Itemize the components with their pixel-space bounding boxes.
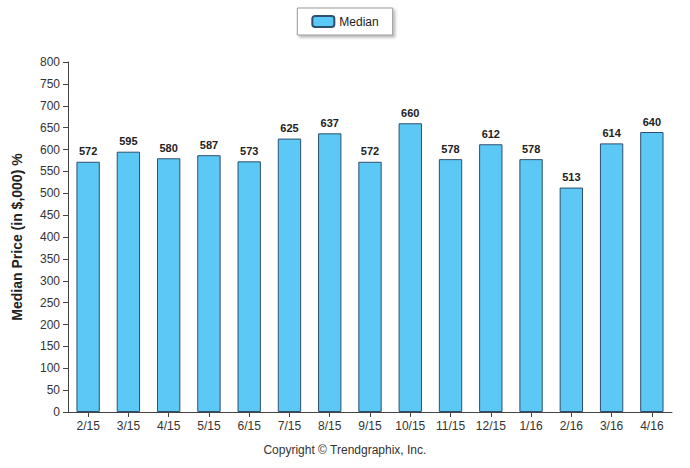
- svg-text:650: 650: [40, 121, 60, 135]
- svg-text:572: 572: [79, 145, 97, 157]
- svg-text:50: 50: [47, 383, 61, 397]
- svg-text:660: 660: [401, 107, 419, 119]
- svg-text:572: 572: [361, 145, 379, 157]
- svg-text:Median: Median: [339, 15, 378, 29]
- svg-text:640: 640: [643, 116, 661, 128]
- svg-text:550: 550: [40, 164, 60, 178]
- svg-text:595: 595: [119, 135, 137, 147]
- svg-text:1/16: 1/16: [519, 419, 543, 433]
- svg-text:7/15: 7/15: [278, 419, 302, 433]
- svg-text:9/15: 9/15: [358, 419, 382, 433]
- svg-text:200: 200: [40, 318, 60, 332]
- svg-text:578: 578: [522, 143, 540, 155]
- svg-text:5/15: 5/15: [197, 419, 221, 433]
- svg-text:10/15: 10/15: [395, 419, 425, 433]
- svg-text:578: 578: [441, 143, 459, 155]
- svg-text:3/16: 3/16: [600, 419, 624, 433]
- svg-text:4/15: 4/15: [157, 419, 181, 433]
- svg-text:400: 400: [40, 230, 60, 244]
- svg-text:2/15: 2/15: [76, 419, 100, 433]
- svg-text:500: 500: [40, 186, 60, 200]
- svg-text:513: 513: [562, 171, 580, 183]
- svg-text:250: 250: [40, 296, 60, 310]
- svg-text:Median Price (in $,000) %: Median Price (in $,000) %: [9, 153, 25, 321]
- svg-text:614: 614: [602, 127, 621, 139]
- svg-text:12/15: 12/15: [476, 419, 506, 433]
- svg-text:637: 637: [321, 117, 339, 129]
- svg-text:4/16: 4/16: [640, 419, 664, 433]
- svg-text:573: 573: [240, 145, 258, 157]
- svg-text:3/15: 3/15: [117, 419, 141, 433]
- svg-text:6/15: 6/15: [238, 419, 262, 433]
- svg-text:600: 600: [40, 143, 60, 157]
- svg-text:612: 612: [482, 128, 500, 140]
- svg-text:150: 150: [40, 339, 60, 353]
- svg-text:800: 800: [40, 55, 60, 69]
- svg-text:Copyright © Trendgraphix, Inc.: Copyright © Trendgraphix, Inc.: [263, 443, 426, 457]
- svg-text:2/16: 2/16: [560, 419, 584, 433]
- svg-text:700: 700: [40, 99, 60, 113]
- svg-text:100: 100: [40, 361, 60, 375]
- svg-text:300: 300: [40, 274, 60, 288]
- svg-text:625: 625: [280, 122, 298, 134]
- svg-text:750: 750: [40, 77, 60, 91]
- svg-text:11/15: 11/15: [436, 419, 465, 433]
- svg-text:587: 587: [200, 139, 218, 151]
- svg-text:450: 450: [40, 208, 60, 222]
- svg-text:8/15: 8/15: [318, 419, 342, 433]
- svg-text:580: 580: [159, 142, 177, 154]
- svg-text:0: 0: [53, 405, 60, 419]
- svg-text:350: 350: [40, 252, 60, 266]
